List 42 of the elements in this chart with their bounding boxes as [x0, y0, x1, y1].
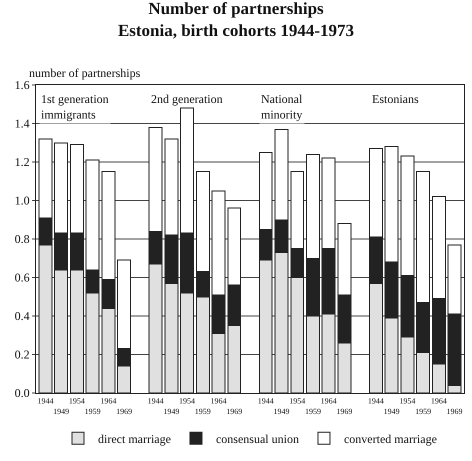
y-tick-label: 0.2: [14, 348, 30, 362]
annotation: 2nd generation: [151, 92, 223, 106]
x-tick-label: 1969: [116, 407, 132, 416]
x-tick-label: 1964: [100, 396, 116, 406]
x-tick-label: 1944: [37, 396, 54, 406]
x-tick-label: 1949: [163, 407, 180, 416]
y-tick-label: 0.8: [14, 232, 30, 246]
x-tick-label: 1944: [368, 396, 384, 406]
x-tick-label: 1944: [148, 396, 164, 406]
y-tick-label: 1.0: [14, 194, 30, 208]
legend-label: converted marriage: [344, 432, 437, 446]
x-tick-label: 1969: [336, 407, 352, 416]
x-tick-label: 1954: [289, 396, 306, 406]
annotation: National minority: [261, 92, 303, 122]
y-tick-label: 0.6: [14, 270, 30, 285]
y-tick-label: 1.4: [14, 116, 30, 131]
x-tick-label: 1954: [179, 396, 196, 406]
chart-title: Number of partnerships Estonia, birth cohorts 1944-1973: [118, 0, 354, 40]
x-tick-label: 1949: [53, 407, 70, 416]
legend-label: direct marriage: [98, 432, 171, 446]
y-axis-title: number of partnerships: [29, 66, 141, 80]
x-tick-label: 1954: [68, 396, 85, 406]
x-tick-label: 1969: [226, 407, 242, 416]
annotation: 1st generation immigrants: [41, 92, 109, 122]
y-tick-label: 0.0: [14, 386, 30, 400]
y-tick-label: 1.6: [14, 78, 30, 92]
x-tick-label: 1949: [384, 407, 400, 416]
x-tick-label: 1959: [304, 407, 321, 416]
x-tick-label: 1959: [415, 407, 432, 416]
x-tick-label: 1964: [430, 396, 447, 406]
annotation: Estonians: [372, 92, 419, 106]
y-tick-label: 0.4: [14, 309, 30, 324]
x-tick-label: 1964: [210, 396, 227, 406]
x-tick-label: 1969: [446, 407, 463, 416]
x-tick-label: 1959: [84, 407, 101, 416]
legend-label: consensual union: [216, 432, 299, 446]
x-tick-label: 1949: [273, 407, 290, 416]
x-tick-label: 1944: [258, 396, 274, 406]
x-tick-label: 1954: [399, 396, 416, 406]
x-tick-label: 1959: [194, 407, 211, 416]
x-tick-label: 1964: [320, 396, 337, 406]
y-tick-label: 1.2: [14, 155, 30, 170]
